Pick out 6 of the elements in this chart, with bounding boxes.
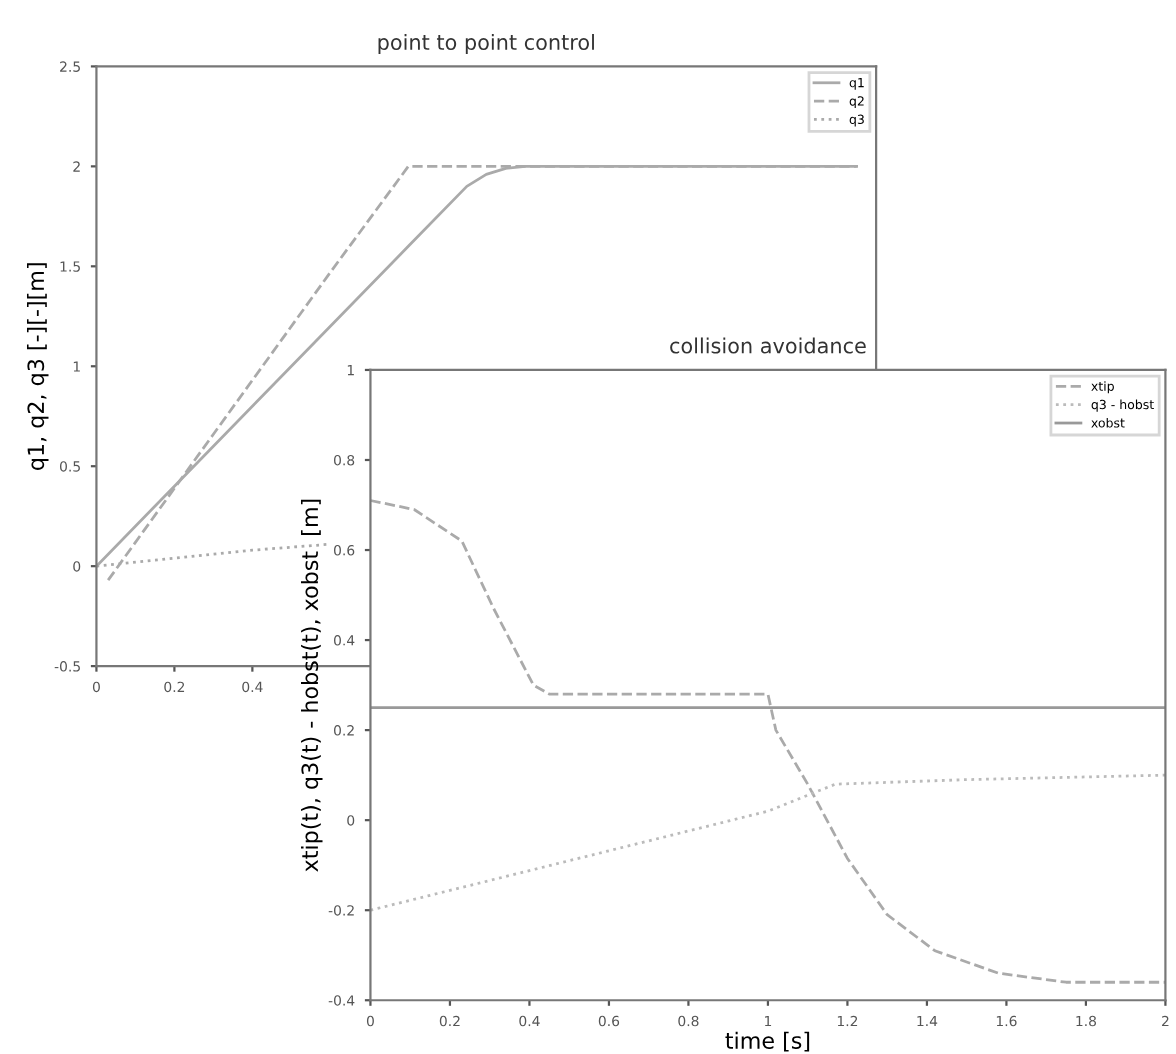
chart-title: collision avoidance (670, 337, 866, 354)
x-axis-title: time [s] (725, 1031, 810, 1052)
line-series (370, 773, 1166, 912)
y-axis-title: q1, q2, q3 [-][-][m] (26, 263, 49, 470)
chart-title: point to point control (378, 33, 594, 55)
y-axis-title: xtip(t), q3(t) - hobst(t), xobst [m] (301, 499, 323, 872)
